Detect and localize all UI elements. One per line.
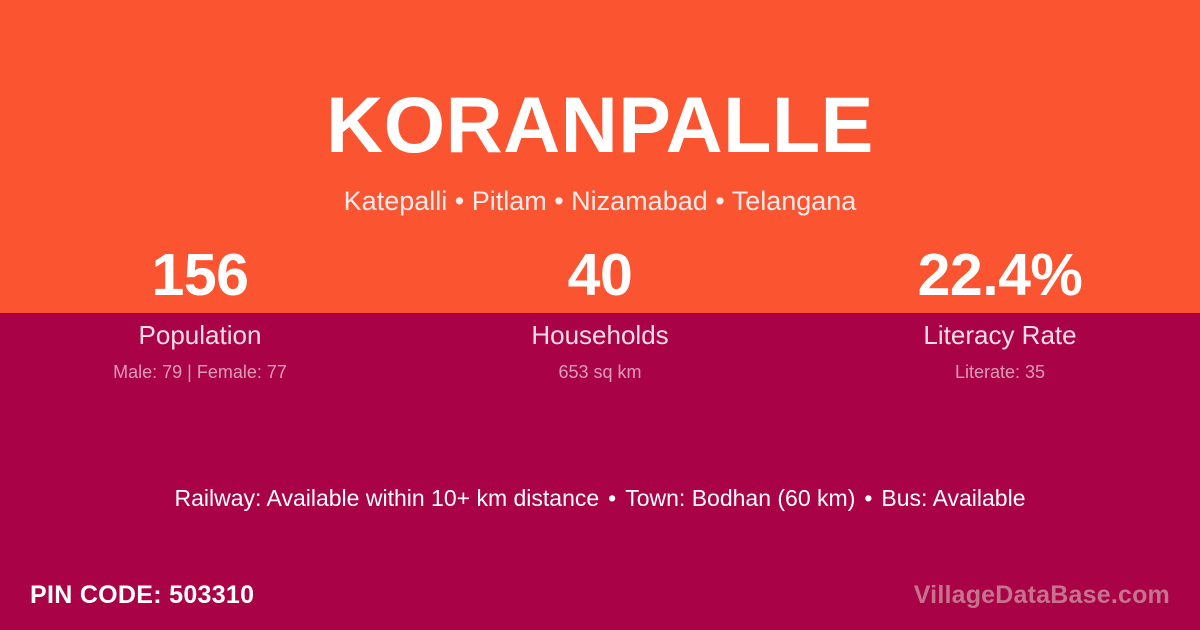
breadcrumb: Katepalli • Pitlam • Nizamabad • Telanga… bbox=[343, 186, 857, 216]
infrastructure-separator-2: • bbox=[864, 485, 873, 511]
infrastructure-line: Railway: Available within 10+ km distanc… bbox=[0, 487, 1200, 510]
stats-row: 156 Population Male: 79 | Female: 77 40 … bbox=[0, 242, 1200, 382]
infrastructure-bus: Bus: Available bbox=[881, 485, 1026, 511]
stat-value-literacy-rate: 22.4% bbox=[917, 242, 1083, 308]
stat-detail-population: Male: 79 | Female: 77 bbox=[113, 362, 287, 382]
stat-literacy-rate: 22.4% Literacy Rate Literate: 35 bbox=[800, 242, 1200, 382]
stat-detail-literacy-rate: Literate: 35 bbox=[954, 362, 1046, 382]
stat-value-population: 156 bbox=[151, 242, 249, 308]
header-block: KORANPALLE Katepalli • Pitlam • Nizamaba… bbox=[0, 0, 1200, 215]
stat-value-households: 40 bbox=[567, 242, 633, 308]
stat-detail-households: 653 sq km bbox=[558, 362, 642, 382]
stat-households: 40 Households 653 sq km bbox=[400, 242, 800, 382]
infrastructure-separator-1: • bbox=[608, 485, 617, 511]
infrastructure-railway: Railway: Available within 10+ km distanc… bbox=[174, 485, 600, 511]
footer-bar: PIN CODE: 503310 VillageDataBase.com bbox=[0, 560, 1200, 630]
stat-label-population: Population bbox=[138, 320, 262, 350]
stat-population: 156 Population Male: 79 | Female: 77 bbox=[0, 242, 400, 382]
pin-code: PIN CODE: 503310 bbox=[30, 580, 255, 609]
site-brand: VillageDataBase.com bbox=[913, 580, 1170, 609]
hero-band bbox=[0, 0, 1200, 313]
stat-label-households: Households bbox=[531, 320, 669, 350]
infrastructure-town: Town: Bodhan (60 km) bbox=[625, 485, 856, 511]
page-title: KORANPALLE bbox=[326, 80, 874, 169]
stat-label-literacy-rate: Literacy Rate bbox=[923, 320, 1077, 350]
